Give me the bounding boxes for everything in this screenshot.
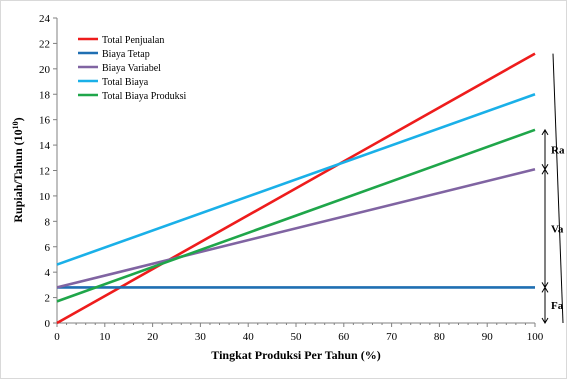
x-tick-label: 10 — [99, 331, 111, 343]
y-axis-title-main: Rupiah/Tahun (10 — [11, 129, 25, 222]
y-tick-label: 8 — [45, 216, 51, 228]
x-tick-label: 70 — [386, 331, 398, 343]
legend-label: Biaya Variabel — [102, 63, 161, 74]
x-tick-label: 50 — [291, 331, 303, 343]
y-tick-label: 18 — [39, 89, 51, 101]
y-axis-title-exponent: 10 — [11, 121, 20, 129]
brace-label: Va — [551, 223, 564, 235]
x-tick-label: 40 — [243, 331, 255, 343]
brace-arrow-bottom — [541, 317, 549, 324]
y-tick-label: 20 — [39, 64, 51, 76]
y-tick-label: 4 — [45, 267, 51, 279]
annotation-braces: Ra Va Fa — [541, 53, 565, 324]
x-tick-label: 60 — [338, 331, 350, 343]
series-line — [56, 93, 536, 266]
brace-arrow-top — [541, 128, 549, 136]
legend-label: Total Penjualan — [102, 35, 164, 46]
series-line — [56, 128, 536, 303]
y-tick-label: 14 — [39, 140, 51, 152]
y-tick-label: 10 — [39, 191, 51, 203]
x-tick-label: 0 — [54, 331, 60, 343]
y-tick-label: 22 — [39, 38, 50, 50]
y-tick-label: 0 — [45, 318, 51, 330]
series-line — [56, 167, 536, 289]
series-layer — [56, 52, 536, 325]
brace-arrow-top — [541, 286, 549, 293]
brace-label: Fa — [551, 300, 564, 312]
legend-label: Total Biaya — [102, 77, 149, 88]
outer-brace-line — [552, 53, 564, 324]
legend-label: Total Biaya Produksi — [102, 91, 187, 102]
x-tick-label: 20 — [147, 331, 159, 343]
y-tick-label: 12 — [39, 166, 50, 178]
y-axis-title: Rupiah/Tahun (1010) — [11, 117, 25, 222]
y-tick-label: 6 — [45, 242, 51, 254]
brace-arrow-top — [541, 168, 549, 175]
x-tick-label: 80 — [434, 331, 446, 343]
series-line — [56, 52, 536, 325]
legend: Total Penjualan Biaya Tetap Biaya Variabel… — [78, 35, 187, 102]
x-tick-label: 90 — [482, 331, 494, 343]
y-tick-label: 24 — [39, 13, 51, 25]
x-tick-label: 30 — [195, 331, 207, 343]
y-axis-title-close: ) — [11, 117, 25, 121]
legend-label: Biaya Tetap — [102, 49, 150, 60]
x-tick-label: 100 — [527, 331, 544, 343]
brace-label: Ra — [551, 145, 565, 157]
y-tick-label: 2 — [45, 293, 51, 305]
x-axis-title: Tingkat Produksi Per Tahun (%) — [211, 348, 380, 362]
y-tick-label: 16 — [39, 115, 51, 127]
